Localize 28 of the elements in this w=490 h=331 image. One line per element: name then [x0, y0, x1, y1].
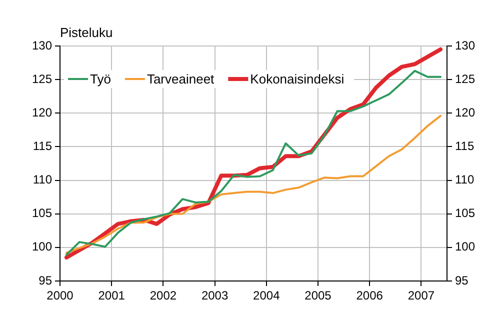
legend-label: Työ — [90, 72, 111, 87]
x-tick-label: 2007 — [408, 288, 435, 303]
x-tick-label: 2006 — [356, 288, 384, 303]
legend-label: Kokonaisindeksi — [250, 72, 344, 87]
y-tick-label: 105 — [32, 206, 52, 220]
y-tick-label: 125 — [32, 72, 52, 86]
x-tick-label: 2004 — [253, 288, 280, 303]
y2-tick-label: 125 — [455, 72, 476, 86]
y-tick-label: 130 — [32, 38, 52, 52]
y-axis-title: Pisteluku — [60, 25, 113, 40]
x-tick-label: 2002 — [150, 288, 177, 303]
y2-tick-label: 105 — [455, 206, 476, 220]
y-tick-label: 115 — [32, 139, 52, 154]
y2-tick-label: 115 — [455, 139, 474, 154]
x-tick-label: 2005 — [304, 288, 332, 303]
y2-tick-label: 95 — [455, 273, 469, 288]
legend-label: Tarveaineet — [146, 72, 215, 87]
y2-tick-label: 130 — [455, 38, 476, 52]
y-tick-label: 100 — [32, 240, 52, 254]
y2-tick-label: 120 — [455, 105, 476, 120]
y-tick-label: 110 — [32, 172, 52, 187]
x-tick-label: 2001 — [98, 288, 126, 303]
x-tick-label: 2000 — [46, 288, 74, 303]
y-tick-label: 95 — [38, 273, 52, 288]
y2-tick-label: 100 — [455, 240, 476, 254]
x-tick-label: 2003 — [201, 288, 228, 303]
y-tick-label: 120 — [32, 105, 52, 120]
y2-tick-label: 110 — [455, 172, 474, 187]
